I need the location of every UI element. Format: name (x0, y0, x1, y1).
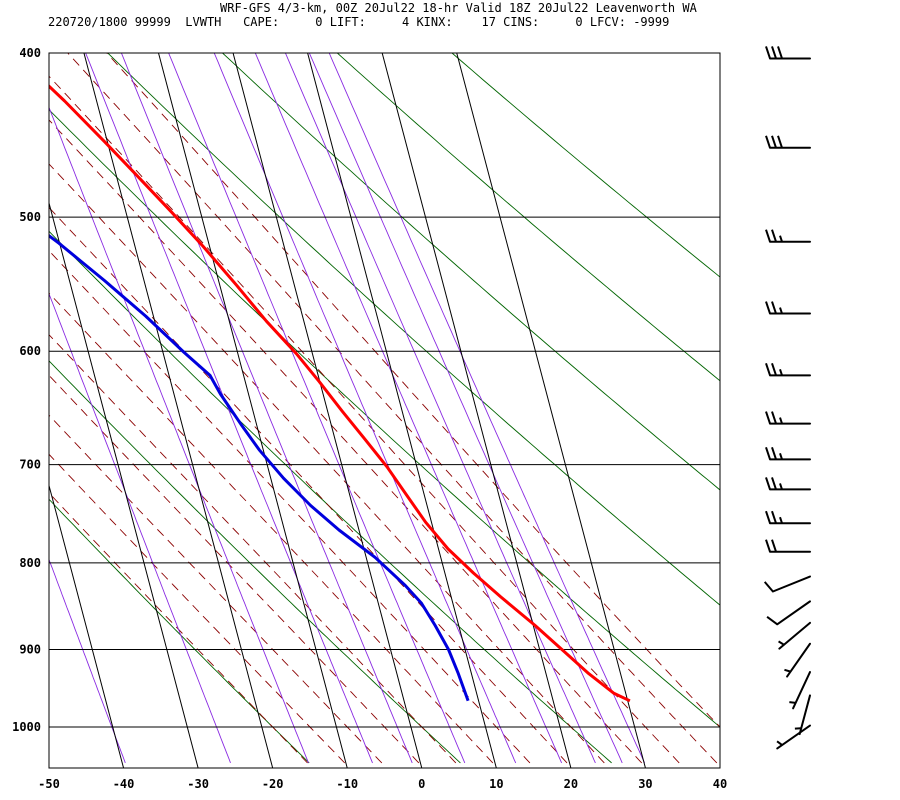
pressure-label: 800 (19, 556, 41, 570)
temperature-tick-label: 30 (638, 777, 652, 791)
mixing-ratio-line (85, 53, 373, 764)
temperature-tick-label: 0 (418, 777, 425, 791)
wind-barb (778, 621, 811, 650)
dry-adiabat (49, 498, 310, 764)
pressure-label: 600 (19, 344, 41, 358)
isotherm (381, 53, 572, 768)
temperature-tick-label: -30 (187, 777, 209, 791)
moist-adiabat (49, 292, 494, 764)
wind-barbs (763, 46, 811, 750)
pressure-label: 500 (19, 210, 41, 224)
wind-barb (763, 575, 811, 593)
background-lines (49, 53, 720, 764)
wind-barb (765, 539, 811, 553)
wind-barb (765, 46, 811, 60)
moist-adiabat (49, 206, 568, 764)
mixing-ratio-line (213, 53, 517, 764)
mixing-ratio-line (308, 53, 623, 764)
wind-barb (789, 671, 811, 710)
temperature-tick-label: 40 (713, 777, 727, 791)
dry-adiabat (221, 53, 720, 491)
temperature-tick-label: 20 (564, 777, 578, 791)
mixing-ratio-line (49, 106, 309, 764)
wind-barb (765, 510, 811, 525)
dewpoint-profile (49, 233, 470, 702)
isotherm (158, 53, 348, 768)
moist-adiabat (106, 53, 720, 728)
pressure-label: 700 (19, 458, 41, 472)
temperature-axis-labels: -50 -40 -30 -20 -10 0 10 20 30 40 (38, 777, 727, 791)
isotherm (232, 53, 423, 768)
moist-adiabat (49, 163, 605, 764)
mixing-ratio-line (284, 53, 596, 764)
chart-title: WRF-GFS 4/3-km, 00Z 20Jul22 18-hr Valid … (220, 1, 697, 15)
pressure-label: 1000 (12, 720, 41, 734)
dry-adiabat (107, 53, 720, 606)
mixing-ratio-line (254, 53, 563, 764)
wind-barb (784, 642, 811, 678)
dry-adiabat (451, 53, 720, 278)
stability-indices: 220720/1800 99999 LVWTH CAPE: 0 LIFT: 4 … (48, 15, 670, 29)
moist-adiabat (49, 374, 420, 764)
moist-adiabat (49, 119, 643, 764)
grid-lines (49, 52, 720, 768)
wind-barb (765, 477, 811, 491)
moist-adiabat (49, 414, 383, 764)
isotherm (456, 53, 646, 768)
wind-barb (765, 135, 811, 149)
wind-barb (765, 229, 811, 243)
dry-adiabat (49, 230, 612, 764)
temperature-tick-label: -50 (38, 777, 60, 791)
isotherm (49, 483, 125, 768)
pressure-label: 900 (19, 642, 41, 656)
wind-barb (765, 363, 811, 377)
dry-adiabat (49, 360, 461, 764)
moist-adiabat (49, 334, 457, 764)
wind-barb (765, 447, 811, 461)
moist-adiabat (49, 75, 680, 764)
pressure-label: 400 (19, 46, 41, 60)
wind-barb (766, 600, 811, 626)
mixing-ratio-line (168, 53, 466, 764)
temperature-tick-label: -40 (113, 777, 135, 791)
isotherm (49, 201, 199, 768)
isotherm (307, 53, 497, 768)
mixing-ratio-line (120, 53, 413, 764)
mixing-ratio-line (328, 53, 646, 764)
wind-barb (765, 301, 811, 315)
moist-adiabat (49, 453, 346, 764)
dry-adiabat (336, 53, 720, 382)
wind-barb (765, 411, 811, 425)
dry-adiabat (49, 109, 720, 728)
isotherm (83, 53, 274, 768)
moist-adiabat (49, 492, 308, 764)
temperature-tick-label: -10 (336, 777, 358, 791)
temperature-tick-label: 10 (489, 777, 503, 791)
wind-barb (794, 694, 811, 736)
moist-adiabat (67, 53, 718, 764)
pressure-axis-labels: 400 500 600 700 800 900 1000 (12, 46, 41, 734)
plot-frame (48, 52, 721, 769)
wind-barb (776, 724, 811, 750)
temperature-profile (49, 84, 631, 703)
mixing-ratio-line (49, 558, 126, 764)
sounding-profiles (49, 84, 631, 703)
temperature-tick-label: -20 (262, 777, 284, 791)
